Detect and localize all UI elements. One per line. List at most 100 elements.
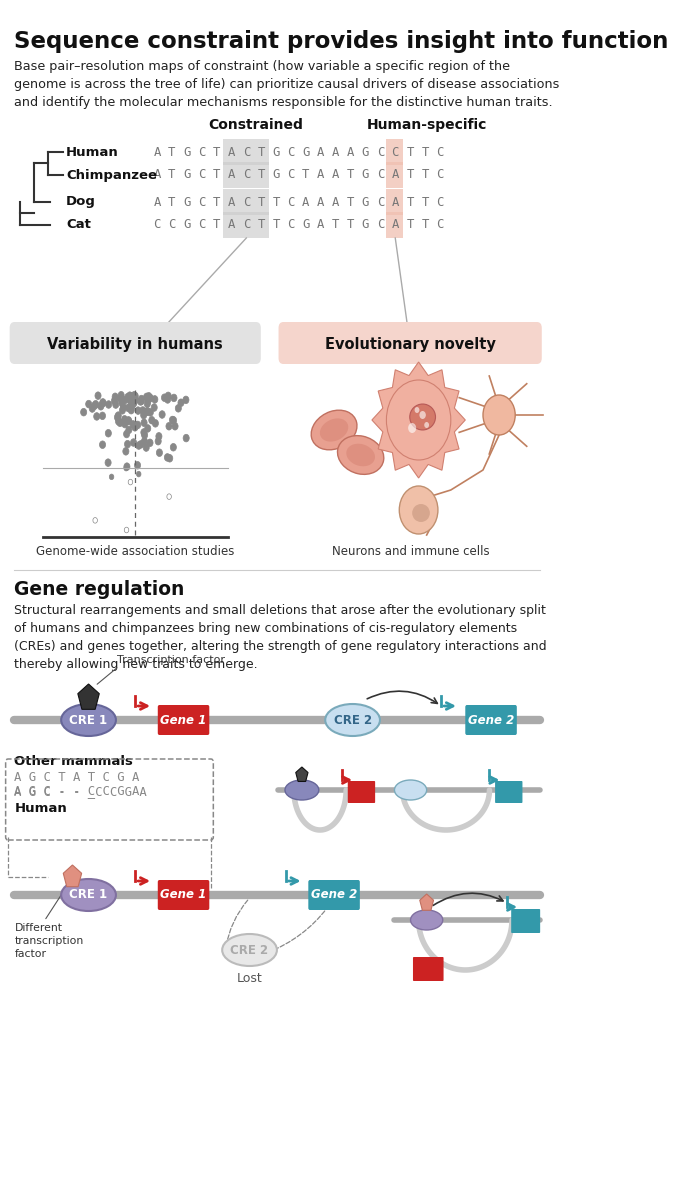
Circle shape	[136, 442, 142, 449]
Circle shape	[138, 440, 144, 448]
Text: Lost: Lost	[237, 972, 263, 985]
FancyBboxPatch shape	[158, 880, 209, 910]
Circle shape	[116, 418, 121, 425]
Text: CRE 1: CRE 1	[70, 714, 107, 726]
Circle shape	[400, 486, 438, 534]
Text: A: A	[228, 145, 235, 158]
Text: G: G	[302, 145, 309, 158]
Text: A: A	[332, 196, 340, 209]
Circle shape	[115, 412, 121, 420]
Polygon shape	[63, 865, 81, 887]
Circle shape	[165, 454, 170, 461]
Text: C: C	[287, 218, 295, 232]
Circle shape	[89, 404, 95, 413]
Text: T: T	[258, 218, 265, 232]
Text: C: C	[153, 218, 161, 232]
Text: Gene 1: Gene 1	[161, 714, 207, 726]
Circle shape	[133, 422, 139, 430]
FancyBboxPatch shape	[278, 322, 542, 364]
Circle shape	[118, 391, 124, 400]
Text: T: T	[302, 168, 309, 181]
Text: Neurons and immune cells: Neurons and immune cells	[331, 545, 489, 558]
Text: Genome-wide association studies: Genome-wide association studies	[36, 545, 234, 558]
Circle shape	[123, 431, 130, 438]
Text: C: C	[377, 196, 384, 209]
Ellipse shape	[338, 436, 384, 474]
Text: Gene 2: Gene 2	[468, 714, 514, 726]
Text: A: A	[317, 168, 325, 181]
Circle shape	[144, 400, 150, 408]
Circle shape	[117, 395, 123, 402]
Circle shape	[95, 392, 101, 400]
Ellipse shape	[61, 704, 116, 736]
Circle shape	[167, 455, 173, 462]
Text: G: G	[302, 218, 309, 232]
Circle shape	[126, 396, 132, 403]
Polygon shape	[78, 684, 99, 709]
Circle shape	[125, 418, 132, 425]
Circle shape	[130, 401, 136, 408]
Text: Chimpanzee: Chimpanzee	[66, 168, 157, 181]
Text: T: T	[272, 218, 280, 232]
Text: T: T	[213, 218, 220, 232]
Circle shape	[98, 402, 104, 410]
Circle shape	[131, 398, 137, 407]
Text: C: C	[168, 218, 176, 232]
Circle shape	[112, 392, 119, 401]
Circle shape	[140, 407, 146, 414]
Circle shape	[128, 403, 134, 412]
Circle shape	[105, 430, 112, 437]
Ellipse shape	[411, 910, 443, 930]
Text: Cat: Cat	[66, 218, 91, 232]
Ellipse shape	[395, 780, 426, 800]
Bar	[223, 162, 269, 188]
Circle shape	[145, 397, 151, 404]
Text: T: T	[407, 218, 414, 232]
Circle shape	[100, 400, 106, 407]
Circle shape	[127, 402, 134, 409]
Text: A: A	[347, 145, 354, 158]
FancyBboxPatch shape	[10, 322, 261, 364]
Text: C: C	[198, 145, 205, 158]
Text: Different
transcription
factor: Different transcription factor	[14, 923, 84, 960]
Text: A: A	[228, 218, 235, 232]
Circle shape	[145, 392, 152, 400]
Ellipse shape	[410, 404, 435, 430]
Text: G: G	[362, 218, 369, 232]
Text: A: A	[391, 168, 399, 181]
Text: Evolutionary novelty: Evolutionary novelty	[325, 336, 496, 352]
Circle shape	[483, 395, 515, 434]
FancyBboxPatch shape	[511, 910, 540, 934]
Circle shape	[175, 404, 181, 412]
Text: C: C	[287, 168, 295, 181]
Text: CRE 2: CRE 2	[333, 714, 371, 726]
Text: T: T	[407, 145, 414, 158]
Circle shape	[155, 437, 161, 445]
Circle shape	[125, 404, 132, 412]
Circle shape	[156, 432, 162, 440]
Text: T: T	[168, 145, 176, 158]
FancyBboxPatch shape	[158, 704, 209, 734]
Text: CRE 1: CRE 1	[70, 888, 107, 901]
Text: T: T	[258, 168, 265, 181]
Text: A: A	[317, 145, 325, 158]
Circle shape	[138, 397, 143, 406]
Text: A: A	[317, 196, 325, 209]
Text: Dog: Dog	[66, 196, 96, 209]
Text: T: T	[422, 218, 429, 232]
Circle shape	[415, 407, 420, 413]
Text: T: T	[168, 168, 176, 181]
Circle shape	[171, 394, 177, 402]
Ellipse shape	[222, 934, 277, 966]
Circle shape	[124, 463, 130, 470]
Text: C: C	[243, 168, 250, 181]
Text: T: T	[407, 196, 414, 209]
Text: Structural rearrangements and small deletions that arose after the evolutionary : Structural rearrangements and small dele…	[14, 604, 547, 671]
Text: T: T	[422, 168, 429, 181]
Ellipse shape	[347, 444, 375, 467]
Text: T: T	[422, 196, 429, 209]
Text: A: A	[228, 168, 235, 181]
Polygon shape	[372, 362, 465, 478]
Text: A: A	[391, 196, 399, 209]
Text: A: A	[332, 145, 340, 158]
